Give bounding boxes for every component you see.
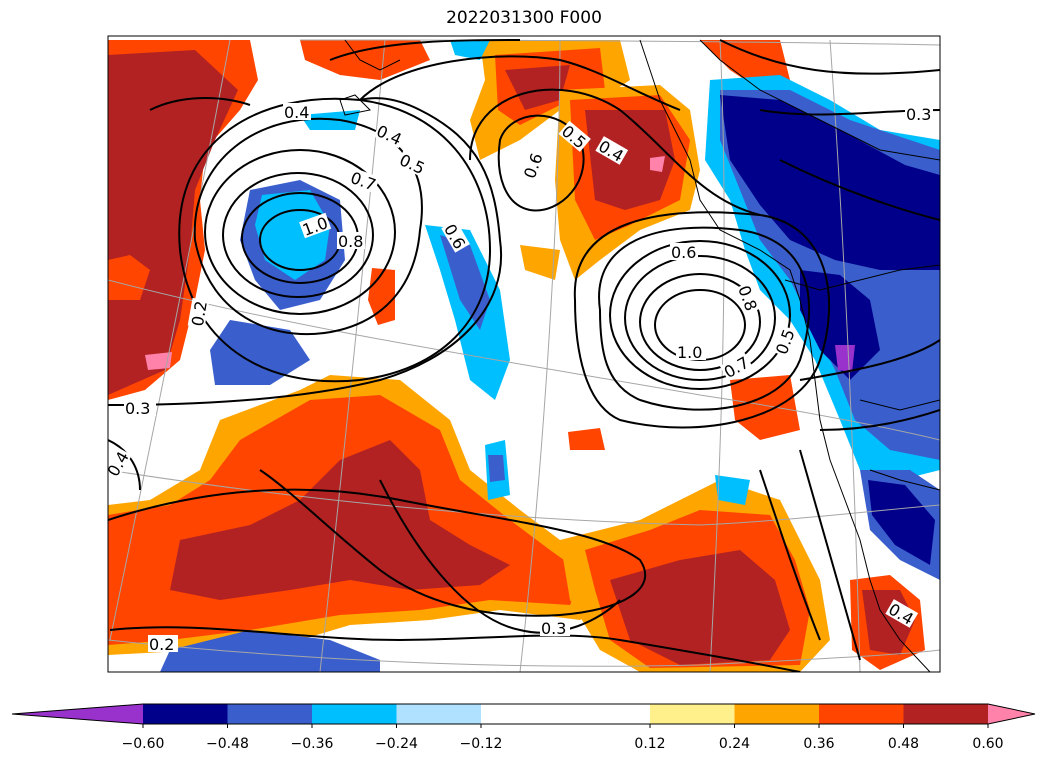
- colorbar-tick-label: −0.60: [122, 736, 165, 752]
- contour-label: 0.2: [188, 299, 211, 327]
- colorbar-segment: [227, 704, 313, 724]
- colorbar-tick-label: 0.12: [634, 736, 665, 752]
- contour-label: 0.6: [671, 243, 696, 262]
- colorbar-segment: [819, 704, 904, 724]
- colorbar-segment: [312, 704, 397, 724]
- colorbar-segment: [396, 704, 482, 724]
- contour-label: 0.3: [541, 619, 566, 638]
- colorbar-tick-label: −0.36: [291, 736, 334, 752]
- contour-labels: 0.4 0.4 0.5 0.7 1.0 0.8 0.6 0.6 0.5 0.4 …: [108, 103, 933, 654]
- colorbar-extend-min: [12, 704, 143, 724]
- colorbar-segment: [481, 704, 566, 724]
- positive-anomaly-shading: [108, 40, 940, 672]
- colorbar-segment: [903, 704, 989, 724]
- colorbar-tick-label: 0.48: [888, 736, 919, 752]
- colorbar-tick-label: 0.24: [719, 736, 750, 752]
- colorbar-segment: [650, 704, 735, 724]
- map-frame: [107, 35, 941, 673]
- contour-label: 0.3: [906, 105, 931, 124]
- contour-label: 0.2: [149, 635, 174, 654]
- colorbar-segment: [734, 704, 820, 724]
- colorbar-tick-label: −0.24: [375, 736, 418, 752]
- colorbar-segment: [143, 704, 228, 724]
- colorbar-tick-label: −0.48: [206, 736, 249, 752]
- colorbar-extend-max: [988, 704, 1035, 724]
- negative-anomaly-shading: [160, 40, 940, 672]
- contour-lines: [108, 39, 940, 672]
- colorbar-tick-label: 0.60: [972, 736, 1003, 752]
- map-plot-area: 0.4 0.4 0.5 0.7 1.0 0.8 0.6 0.6 0.5 0.4 …: [108, 36, 940, 672]
- contour-label: 1.0: [677, 343, 702, 362]
- map-title: 2022031300 F000: [446, 8, 602, 28]
- colorbar: −0.60 −0.48 −0.36 −0.24 −0.12 0.12 0.24 0.36 0.4…: [11, 703, 1036, 752]
- contour-label: 0.3: [125, 399, 150, 418]
- contour-label: 0.8: [338, 232, 363, 251]
- colorbar-tick-label: 0.36: [803, 736, 834, 752]
- coastline: [339, 39, 940, 672]
- contour-label: 0.4: [284, 103, 309, 122]
- colorbar-tick-label: −0.12: [460, 736, 503, 752]
- colorbar-segment: [565, 704, 651, 724]
